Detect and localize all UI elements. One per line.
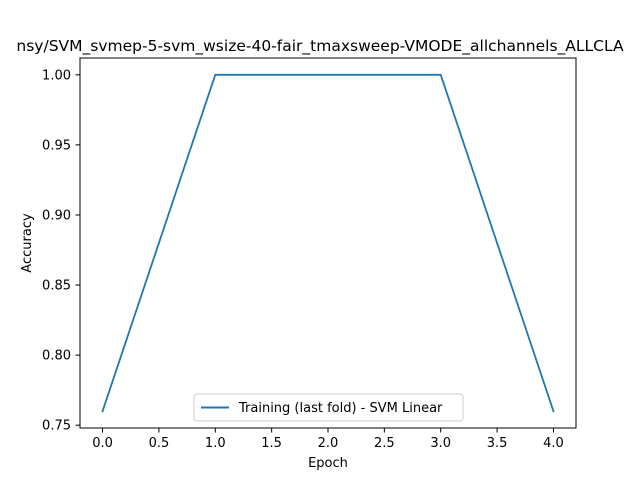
chart-title: nsy/SVM_svmep-5-svm_wsize-40-fair_tmaxsw… (16, 37, 624, 56)
legend-entry-label: Training (last fold) - SVM Linear (238, 401, 443, 416)
x-tick-label: 2.0 (318, 436, 339, 451)
y-tick-label: 0.95 (42, 138, 71, 153)
x-axis-ticks: 0.0 0.5 1.0 1.5 2.0 2.5 3.0 3.5 4.0 (92, 428, 564, 451)
y-axis-label: Accuracy (20, 213, 35, 273)
x-tick-label: 0.5 (149, 436, 170, 451)
legend: Training (last fold) - SVM Linear (193, 393, 464, 422)
x-axis-label: Epoch (308, 456, 348, 471)
y-tick-label: 1.00 (42, 68, 71, 83)
x-tick-label: 0.0 (92, 436, 113, 451)
plot-area (80, 58, 576, 428)
x-tick-label: 3.5 (487, 436, 508, 451)
y-tick-label: 0.75 (42, 419, 71, 434)
x-tick-label: 4.0 (543, 436, 564, 451)
plot-frame (79, 57, 577, 429)
y-tick-label: 0.80 (42, 349, 71, 364)
y-tick-label: 0.90 (42, 208, 71, 223)
y-tick-label: 0.85 (42, 279, 71, 294)
x-tick-label: 2.5 (374, 436, 395, 451)
legend-box (193, 393, 464, 422)
x-tick-label: 1.0 (205, 436, 226, 451)
series-layer (101, 73, 555, 413)
x-tick-label: 1.5 (261, 436, 282, 451)
y-axis-ticks: 0.75 0.80 0.85 0.90 0.95 1.00 (42, 68, 80, 434)
x-tick-label: 3.0 (430, 436, 451, 451)
